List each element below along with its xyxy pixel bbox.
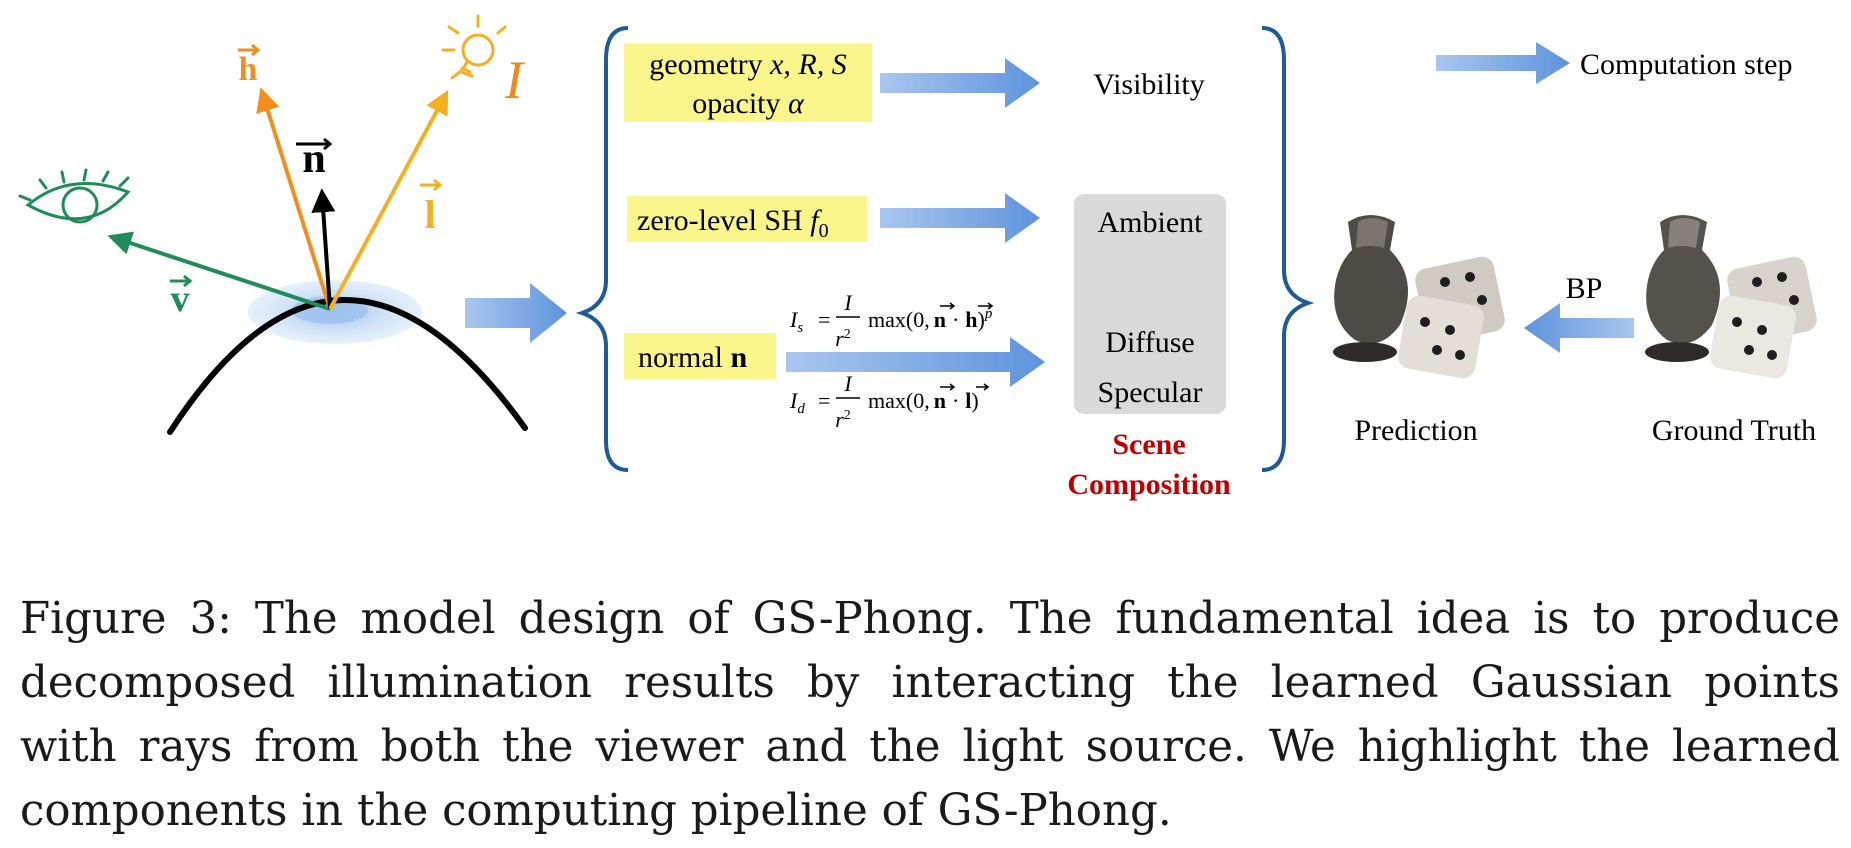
light-vector-arrow	[328, 89, 449, 310]
diffuse-eq-denominator-exp: 2	[844, 408, 851, 423]
surface-curve	[167, 297, 528, 435]
svg-text:Is: Is	[789, 307, 803, 336]
caption-line: components in the computing pipeline of …	[20, 786, 1172, 836]
sh-label: zero-level SH	[637, 204, 810, 237]
light-bulb-icon	[441, 14, 507, 80]
ambient-arrow	[880, 193, 1040, 243]
lighting-diagram: h n l v I	[18, 14, 528, 435]
specular-eq-numerator: I	[843, 290, 853, 315]
geometry-vars: x, R, S	[769, 48, 847, 81]
half-vector-label: h	[239, 51, 258, 88]
sh-box: zero-level SH f0	[627, 196, 867, 242]
diffuse-eq-close: )	[971, 388, 978, 413]
view-vector-arrow	[107, 231, 331, 311]
caption-line: Figure 3: The model design of GS-Phong. …	[20, 594, 1840, 644]
specular-eq-denominator: r	[835, 326, 844, 351]
half-vector-accent-icon	[238, 43, 261, 57]
geometry-label: geometry	[649, 48, 770, 81]
diffuse-equation: Id = I r2 max(0, n · l)	[789, 371, 990, 432]
legend-label: Computation step	[1580, 48, 1793, 81]
specular-eq-sub: s	[797, 320, 803, 336]
svg-text:opacity α: opacity α	[692, 87, 805, 120]
specular-equation: Is = I r2 max(0, n · h)p	[789, 290, 994, 351]
sh-subscript: 0	[819, 220, 829, 242]
diffuse-eq-l-accent-icon	[976, 383, 990, 391]
specular-eq-h-accent-icon	[978, 302, 994, 310]
prediction-image	[1333, 215, 1505, 379]
lighting-components-box	[1074, 194, 1226, 414]
view-vector-accent-icon	[170, 274, 193, 288]
backprop-arrow	[1524, 303, 1634, 353]
geometry-box: geometry x, R, S opacity α	[624, 44, 872, 122]
diffuse-eq-lhs: I	[789, 388, 799, 413]
visibility-label: Visibility	[1093, 68, 1205, 101]
svg-text:normal n: normal n	[638, 341, 747, 374]
figure-caption: Figure 3: The model design of GS-Phong. …	[20, 587, 1840, 843]
half-vector-arrow	[256, 87, 332, 310]
svg-text:max(0,n·l): max(0, n · l)	[868, 388, 979, 413]
right-brace	[1261, 26, 1315, 472]
specular-eq-close: )	[978, 307, 985, 332]
specular-eq-dot: ·	[952, 307, 959, 332]
specular-eq-max: max(0,	[868, 307, 930, 332]
caption-line: with rays from both the viewer and the l…	[20, 722, 1840, 772]
svg-text:max(0,n·h)p: max(0, n · h)p	[868, 306, 993, 332]
specular-eq-equals: =	[818, 307, 830, 332]
bp-label: BP	[1566, 272, 1603, 305]
model-design-figure: h n l v I geometry x, R, S opacity α zer…	[18, 14, 1817, 501]
diffuse-eq-dot: ·	[952, 388, 959, 413]
normal-label: normal	[638, 341, 730, 374]
diffuse-eq-max: max(0,	[868, 388, 930, 413]
svg-text:zero-level SH f0: zero-level SH f0	[637, 204, 829, 242]
svg-text:geometry x, R, S: geometry x, R, S	[649, 48, 846, 81]
eye-icon	[18, 168, 131, 224]
specular-eq-h: h	[965, 307, 977, 332]
diffuse-eq-n: n	[934, 388, 946, 413]
diffuse-eq-n-accent-icon	[940, 383, 956, 391]
caption-line: decomposed illumination results by inter…	[20, 658, 1840, 708]
normal-vector-label: n	[302, 136, 325, 182]
scene-label: Scene	[1112, 428, 1185, 461]
specular-eq-lhs: I	[789, 307, 799, 332]
diffuse-label: Diffuse	[1105, 326, 1194, 359]
ground-truth-image	[1645, 215, 1817, 379]
diffuse-eq-sub: d	[797, 401, 805, 417]
specular-eq-denominator-exp: 2	[844, 327, 851, 342]
visibility-arrow	[880, 58, 1040, 108]
diffuse-eq-l: l	[965, 388, 971, 413]
ground-truth-label: Ground Truth	[1652, 414, 1816, 447]
diffuse-eq-equals: =	[818, 388, 830, 413]
prediction-label: Prediction	[1354, 414, 1477, 447]
legend-arrow	[1436, 42, 1570, 84]
specular-eq-n: n	[934, 307, 946, 332]
light-vector-label: l	[424, 192, 435, 237]
lighting-arrow	[786, 337, 1045, 387]
specular-eq-n-accent-icon	[940, 302, 956, 310]
left-brace	[575, 26, 629, 472]
view-vector-label: v	[171, 278, 190, 320]
diffuse-eq-numerator: I	[843, 371, 853, 396]
composition-label: Composition	[1067, 468, 1231, 501]
opacity-label: opacity	[692, 87, 788, 120]
ambient-label: Ambient	[1098, 206, 1204, 239]
normal-box: normal n	[624, 333, 776, 379]
specular-label: Specular	[1098, 376, 1203, 409]
normal-vector-accent-icon	[296, 137, 333, 151]
svg-text:r2: r2	[835, 326, 851, 351]
diffuse-eq-denominator: r	[835, 407, 844, 432]
normal-var: n	[730, 341, 747, 374]
svg-text:r2: r2	[835, 407, 851, 432]
normal-vector-arrow	[311, 188, 336, 310]
light-vector-accent-icon	[420, 178, 443, 192]
opacity-var: α	[788, 87, 805, 120]
svg-text:Id: Id	[789, 388, 805, 417]
light-intensity-label: I	[504, 50, 526, 110]
specular-eq-power: p	[984, 306, 993, 322]
input-flow-arrow	[465, 283, 567, 343]
